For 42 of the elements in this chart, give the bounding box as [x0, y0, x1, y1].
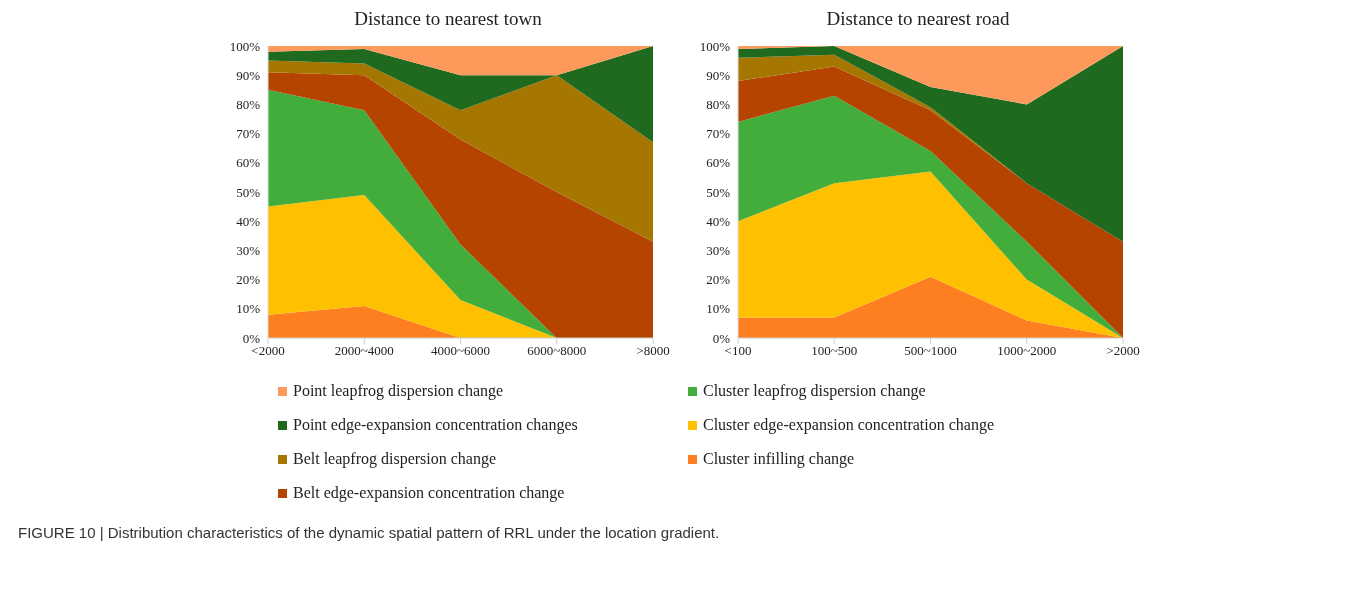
legend-label: Cluster edge-expansion concentration change [703, 416, 994, 434]
x-tick-label: <100 [724, 343, 752, 359]
legend-label: Cluster infilling change [703, 450, 855, 468]
x-tick-label: 1000~2000 [997, 343, 1057, 359]
y-tick-label: 90% [236, 67, 261, 83]
y-tick-label: 40% [706, 213, 731, 229]
x-tick-label: 100~500 [811, 343, 858, 359]
y-tick-label: 70% [236, 126, 261, 142]
y-tick-label: 100% [229, 38, 261, 54]
y-tick-label: 60% [706, 155, 731, 171]
chart-title: Distance to nearest road [825, 8, 1011, 31]
caption: FIGURE 10 | Distribution characteristics of the dynamic spatial pattern of RRL under the location gradient. [17, 524, 721, 541]
legend-label: Point edge-expansion concentration changes [293, 416, 578, 434]
y-tick-label: 40% [236, 213, 261, 229]
x-tick-label: <2000 [251, 343, 285, 359]
legend-label: Point leapfrog dispersion change [293, 382, 504, 400]
y-tick-label: 100% [699, 38, 731, 54]
y-tick-label: 90% [706, 67, 731, 83]
y-tick-label: 0% [242, 330, 261, 346]
legend-label: Belt leapfrog dispersion change [293, 450, 497, 468]
y-tick-label: 50% [236, 184, 261, 200]
y-tick-label: 30% [706, 243, 731, 259]
y-tick-label: 10% [236, 301, 261, 317]
y-tick-label: 0% [712, 330, 731, 346]
y-tick-label: 80% [706, 97, 731, 113]
y-tick-label: 50% [706, 184, 731, 200]
legend-label: Belt edge-expansion concentration change [293, 484, 565, 502]
x-tick-label: 6000~8000 [527, 343, 587, 359]
y-tick-label: 20% [236, 272, 261, 288]
y-tick-label: 60% [236, 155, 261, 171]
y-tick-label: 30% [236, 243, 261, 259]
x-tick-label: 500~1000 [904, 343, 957, 359]
x-tick-label: >2000 [1106, 343, 1140, 359]
y-tick-label: 80% [236, 97, 261, 113]
x-tick-label: 2000~4000 [334, 343, 394, 359]
y-tick-label: 70% [706, 126, 731, 142]
x-tick-label: >8000 [636, 343, 670, 359]
y-tick-label: 20% [706, 272, 731, 288]
legend-label: Cluster leapfrog dispersion change [703, 382, 926, 400]
chart-title: Distance to nearest town [353, 8, 543, 31]
y-tick-label: 10% [706, 301, 731, 317]
x-tick-label: 4000~6000 [430, 343, 491, 359]
